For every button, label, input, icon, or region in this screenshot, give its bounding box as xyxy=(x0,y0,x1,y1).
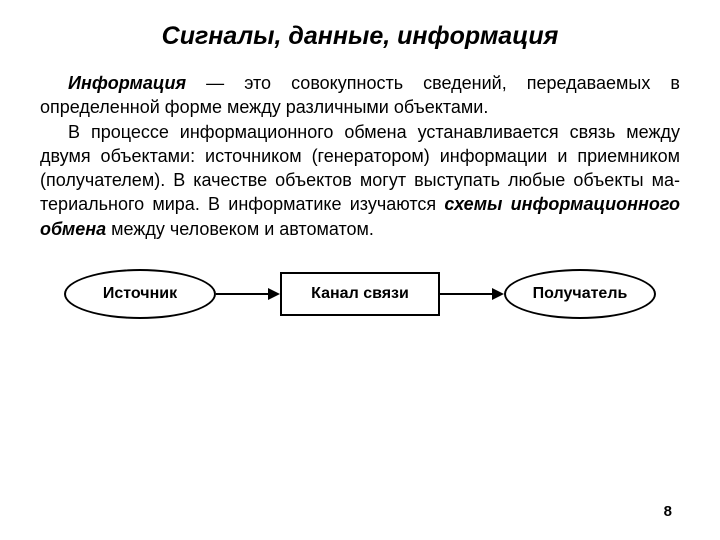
node-channel: Канал связи xyxy=(280,272,440,316)
body-paragraph: Информация — это совокупность сведений, … xyxy=(40,71,680,241)
node-receiver: Получатель xyxy=(504,269,656,319)
term-information: Информация xyxy=(68,73,186,93)
flow-diagram: Источник Канал связи Получатель xyxy=(40,269,680,319)
node-source: Источник xyxy=(64,269,216,319)
page-title: Сигналы, данные, информация xyxy=(40,22,680,51)
edge-source-channel xyxy=(216,288,280,300)
text-seg-3: между человеком и авто­матом. xyxy=(106,219,374,239)
page-number: 8 xyxy=(664,503,672,520)
edge-channel-receiver xyxy=(440,288,504,300)
